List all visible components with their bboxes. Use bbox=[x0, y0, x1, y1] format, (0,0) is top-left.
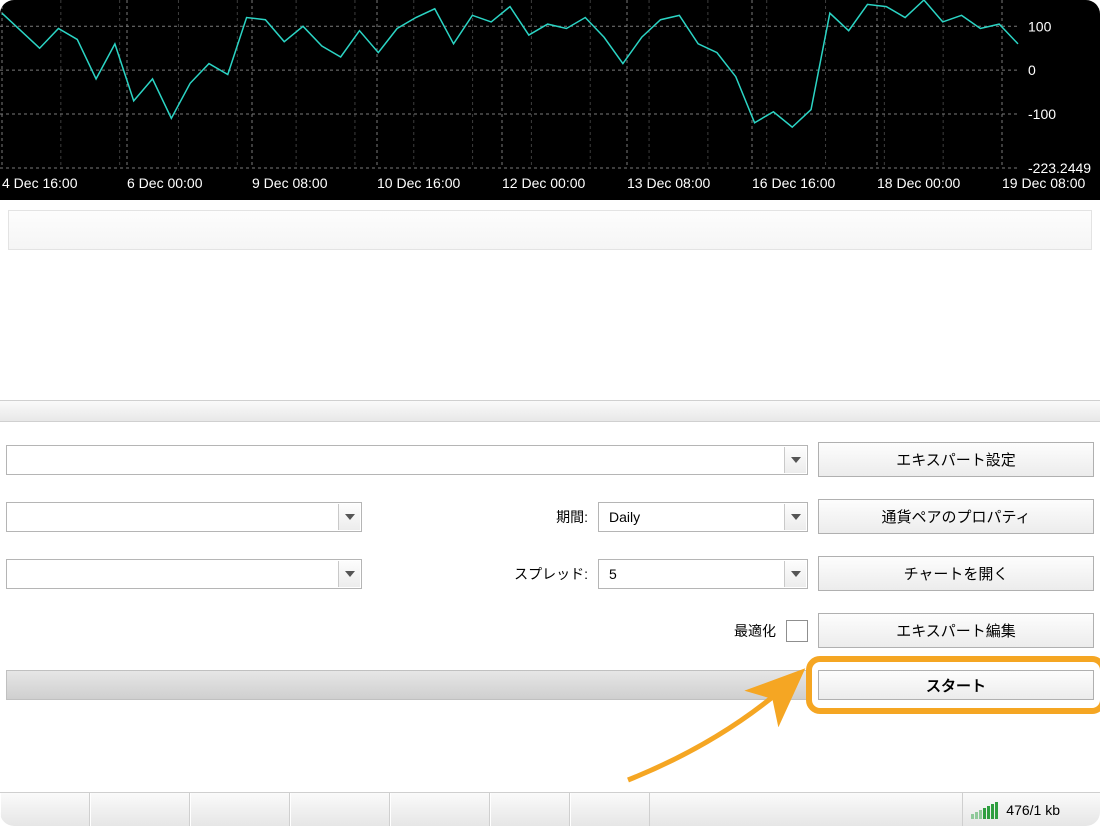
optimize-label: 最適化 bbox=[734, 621, 776, 641]
expert-dropdown[interactable] bbox=[6, 445, 808, 475]
svg-text:18 Dec 00:00: 18 Dec 00:00 bbox=[877, 175, 960, 191]
svg-text:-223.2449: -223.2449 bbox=[1028, 160, 1091, 176]
chevron-down-icon[interactable] bbox=[784, 561, 806, 587]
svg-text:4 Dec 16:00: 4 Dec 16:00 bbox=[2, 175, 78, 191]
period-dropdown[interactable]: Daily bbox=[598, 502, 808, 532]
spread-label: スプレッド: bbox=[514, 564, 588, 584]
signal-icon bbox=[971, 801, 998, 819]
expert-edit-button[interactable]: エキスパート編集 bbox=[818, 613, 1094, 648]
svg-text:19 Dec 08:00: 19 Dec 08:00 bbox=[1002, 175, 1085, 191]
network-text: 476/1 kb bbox=[1006, 802, 1060, 818]
chevron-down-icon[interactable] bbox=[784, 447, 806, 473]
model-dropdown[interactable] bbox=[6, 559, 362, 589]
spread-dropdown[interactable]: 5 bbox=[598, 559, 808, 589]
svg-text:6 Dec 00:00: 6 Dec 00:00 bbox=[127, 175, 203, 191]
chevron-down-icon[interactable] bbox=[338, 561, 360, 587]
svg-text:-100: -100 bbox=[1028, 106, 1056, 122]
svg-text:16 Dec 16:00: 16 Dec 16:00 bbox=[752, 175, 835, 191]
symbol-dropdown[interactable] bbox=[6, 502, 362, 532]
period-label: 期間: bbox=[556, 507, 588, 527]
expert-settings-button[interactable]: エキスパート設定 bbox=[818, 442, 1094, 477]
progress-bar bbox=[6, 670, 808, 700]
panel-header-blank bbox=[8, 210, 1092, 250]
chevron-down-icon[interactable] bbox=[338, 504, 360, 530]
svg-text:12 Dec 00:00: 12 Dec 00:00 bbox=[502, 175, 585, 191]
indicator-chart: 100 0 -100 -223.2449 4 Dec 16:00 6 Dec 00:00… bbox=[0, 0, 1100, 200]
tester-settings: エキスパート設定 期間: Daily 通貨ペアのプロパティ bbox=[0, 442, 1100, 648]
open-chart-button[interactable]: チャートを開く bbox=[818, 556, 1094, 591]
svg-text:13 Dec 08:00: 13 Dec 08:00 bbox=[627, 175, 710, 191]
status-bar: 476/1 kb bbox=[0, 792, 1100, 826]
period-dropdown-value: Daily bbox=[609, 509, 640, 525]
start-button[interactable]: スタート bbox=[818, 670, 1094, 700]
panel-body-blank bbox=[0, 250, 1100, 400]
panel-separator bbox=[0, 400, 1100, 422]
symbol-properties-button[interactable]: 通貨ペアのプロパティ bbox=[818, 499, 1094, 534]
network-status: 476/1 kb bbox=[962, 793, 1100, 826]
svg-text:0: 0 bbox=[1028, 62, 1036, 78]
spread-dropdown-value: 5 bbox=[609, 566, 617, 582]
svg-text:100: 100 bbox=[1028, 18, 1052, 34]
optimize-checkbox[interactable] bbox=[786, 620, 808, 642]
svg-text:10 Dec 16:00: 10 Dec 16:00 bbox=[377, 175, 460, 191]
chevron-down-icon[interactable] bbox=[784, 504, 806, 530]
svg-text:9 Dec 08:00: 9 Dec 08:00 bbox=[252, 175, 328, 191]
